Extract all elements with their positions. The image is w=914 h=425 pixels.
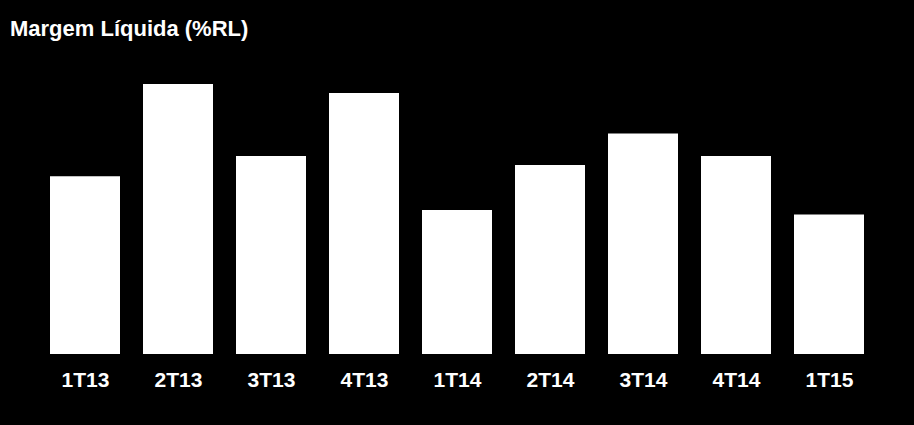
- svg-text:1T14: 1T14: [434, 368, 482, 391]
- svg-text:1T13: 1T13: [62, 368, 110, 391]
- svg-text:2T13: 2T13: [155, 368, 203, 391]
- svg-text:2T14: 2T14: [527, 368, 575, 391]
- html-text:Margem Líquida (%RL): Margem Líquida (%RL): [10, 16, 249, 41]
- svg-text:4T13: 4T13: [341, 368, 389, 391]
- svg-text:1T15: 1T15: [806, 368, 854, 391]
- svg-text:3T13: 3T13: [248, 368, 296, 391]
- svg-text:4T14: 4T14: [713, 368, 761, 391]
- svg-text:3T14: 3T14: [620, 368, 668, 391]
